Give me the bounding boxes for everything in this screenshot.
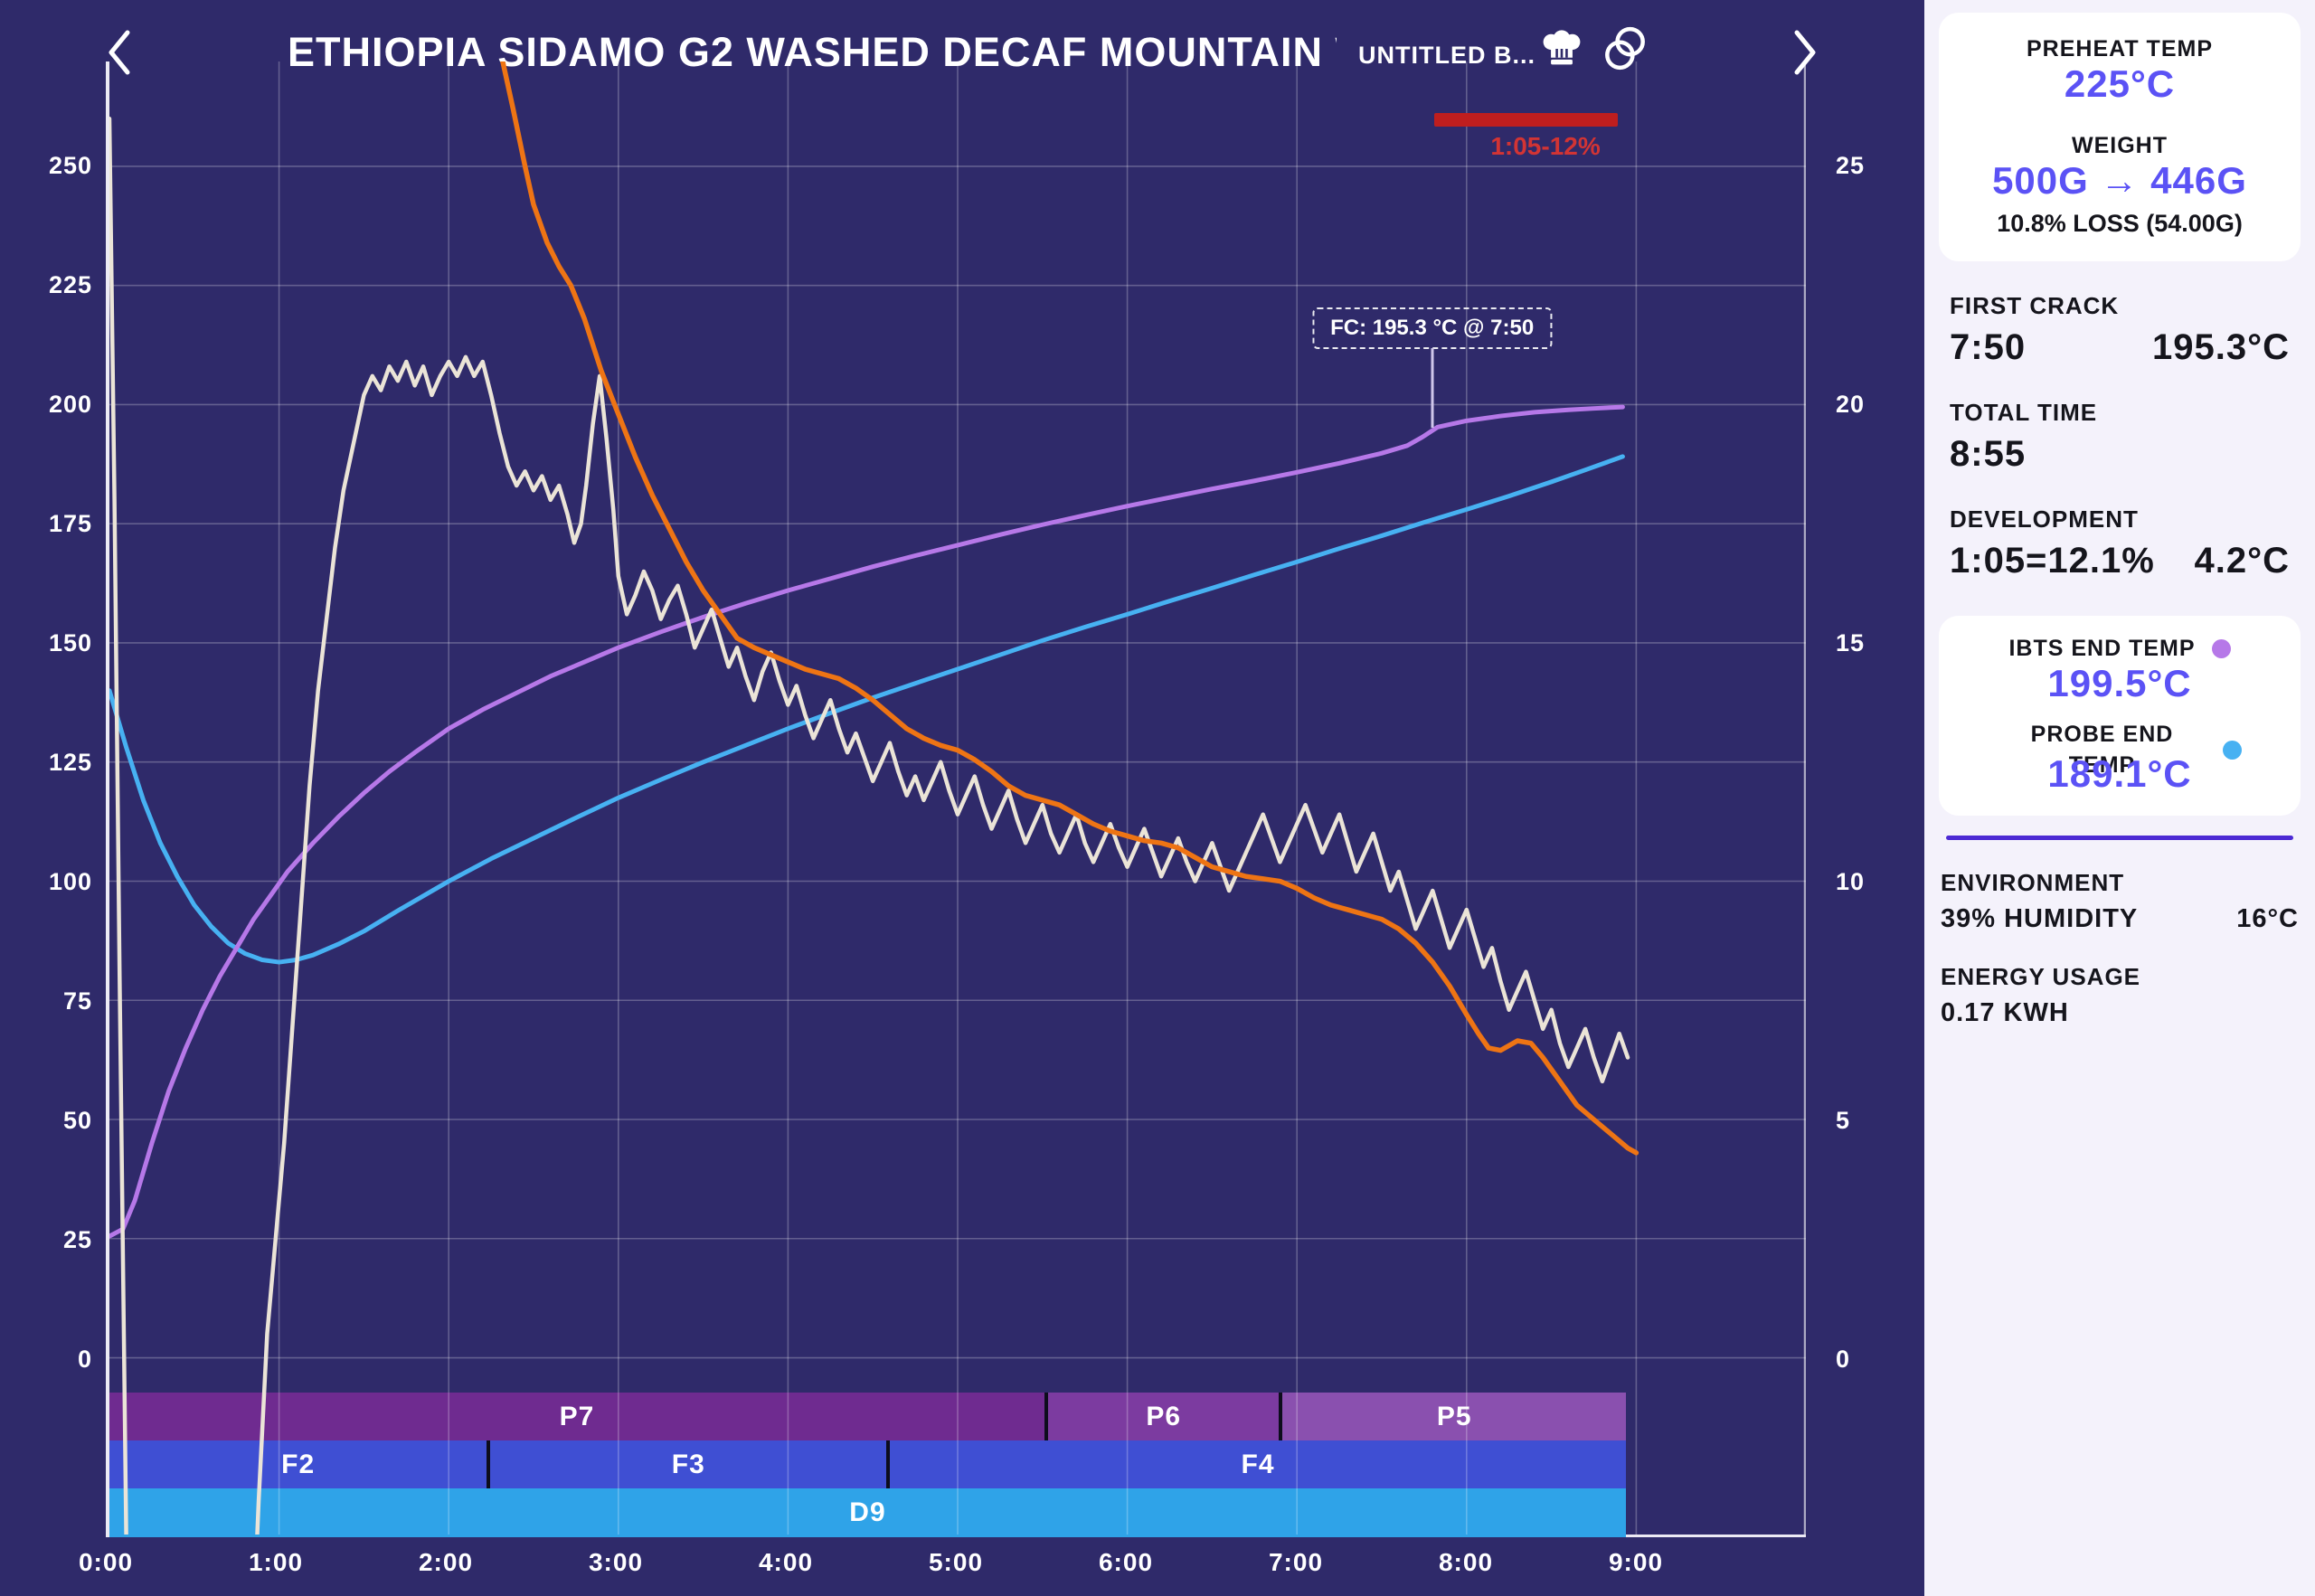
development-phase-bar: [1433, 113, 1618, 127]
time-axis-tick: 0:00: [78, 1548, 134, 1576]
development-temp: 4.2°C: [2194, 541, 2290, 581]
weight-loss: 10.8% LOSS (54.00G): [1997, 210, 2243, 237]
right-axis-tick: 25: [1836, 152, 1866, 180]
development-label: DEVELOPMENT: [1950, 505, 2139, 533]
preheat-weight-card: PREHEAT TEMP 225°C WEIGHT 500G → 446G 10…: [1939, 13, 2301, 261]
time-axis-tick: 3:00: [588, 1548, 644, 1576]
left-axis-tick: 150: [48, 629, 92, 657]
time-axis-tick: 6:00: [1098, 1548, 1154, 1576]
roast-chart-region: ETHIOPIA SIDAMO G2 WASHED DECAF MOUNTAIN…: [0, 0, 1924, 1576]
chef-hat-icon: [1538, 29, 1585, 75]
recipe-button[interactable]: [1534, 22, 1590, 78]
left-axis-tick: 75: [62, 987, 92, 1015]
first-crack-temp: 195.3°C: [2152, 327, 2290, 367]
left-axis-tick: 100: [48, 868, 92, 896]
energy-value: 0.17 KWH: [1941, 997, 2069, 1027]
left-axis-tick: 200: [48, 391, 92, 419]
total-time-value: 8:55: [1950, 434, 2027, 474]
weight-value: 500G → 446G: [1992, 159, 2247, 202]
left-axis-tick: 25: [62, 1226, 92, 1254]
chevron-left-icon: [104, 30, 135, 80]
fan-phase-label: F2: [281, 1449, 316, 1479]
time-axis-tick: 9:00: [1608, 1548, 1664, 1576]
back-button[interactable]: [94, 24, 145, 83]
right-axis-tick: 20: [1836, 391, 1866, 419]
overlapping-circles-icon: [1601, 26, 1649, 76]
phase-bars-layer: P7 P6 P5 F2 F3 F4 D9: [109, 61, 1806, 1537]
power-phase-segment: P5: [1279, 1393, 1626, 1440]
fan-phase-segment: F2: [109, 1440, 487, 1488]
roast-stats: FIRST CRACK 7:50 195.3°C TOTAL TIME 8:55…: [1939, 292, 2301, 581]
end-temps-card: IBTS END TEMP 199.5°C PROBE END TEMP 189…: [1939, 616, 2301, 816]
preheat-label: PREHEAT TEMP: [2027, 36, 2213, 61]
time-axis-tick: 5:00: [928, 1548, 984, 1576]
roast-title: ETHIOPIA SIDAMO G2 WASHED DECAF MOUNTAIN…: [288, 29, 1337, 75]
power-phase-segment: P7: [109, 1393, 1044, 1440]
fan-phase-label: F4: [1241, 1449, 1275, 1479]
first-crack-label: FIRST CRACK: [1950, 292, 2120, 319]
fan-phase-segment: F4: [886, 1440, 1626, 1488]
weight-label: WEIGHT: [2072, 133, 2168, 158]
time-axis-tick: 2:00: [418, 1548, 474, 1576]
drum-phase-segment: D9: [109, 1488, 1626, 1537]
first-crack-text: FC: 195.3 °C @ 7:50: [1330, 316, 1535, 340]
time-axis-tick: 8:00: [1438, 1548, 1494, 1576]
sidebar-divider: [1946, 835, 2293, 840]
right-axis-tick: 10: [1836, 868, 1866, 896]
chart-canvas: [109, 61, 1806, 1535]
chevron-right-icon: [1790, 30, 1820, 80]
ibts-end-label: IBTS END TEMP: [2008, 636, 2196, 661]
time-axis-tick: 4:00: [758, 1548, 814, 1576]
right-axis-tick: 5: [1836, 1107, 1851, 1135]
ibts-end-value: 199.5°C: [2047, 662, 2192, 704]
roast-summary-sidebar: PREHEAT TEMP 225°C WEIGHT 500G → 446G 10…: [1924, 0, 2315, 1596]
drum-phase-label: D9: [849, 1497, 886, 1527]
humidity-value: 39% HUMIDITY: [1941, 903, 2139, 933]
ibts-series-dot-icon: [2211, 639, 2231, 658]
time-axis-tick: 7:00: [1268, 1548, 1324, 1576]
left-axis-tick: 250: [48, 152, 92, 180]
development-phase-label: 1:05-12%: [1490, 132, 1601, 160]
first-crack-annotation[interactable]: FC: 195.3 °C @ 7:50: [1312, 307, 1553, 349]
left-axis-tick: 225: [48, 271, 92, 299]
left-axis-tick: 175: [48, 510, 92, 538]
first-crack-marker-line: [1431, 348, 1434, 428]
first-crack-time: 7:50: [1950, 327, 2027, 367]
total-time-label: TOTAL TIME: [1950, 399, 2098, 426]
ambient-temp-value: 16°C: [2236, 903, 2299, 933]
power-phase-segment: P6: [1044, 1393, 1280, 1440]
left-axis-tick: 125: [48, 749, 92, 777]
ibts-ror-curve: [500, 61, 1639, 1156]
probe-end-value: 189.1°C: [2047, 751, 2192, 795]
curves-overlay-button[interactable]: [1597, 22, 1653, 78]
time-axis-tick: 1:00: [248, 1548, 304, 1576]
roast-plot: P7 P6 P5 F2 F3 F4 D9 1:05-12% FC: 195.3 °C @ 7…: [106, 61, 1806, 1537]
development-value: 1:05=12.1%: [1950, 541, 2155, 581]
probe-ror-curve: [109, 117, 1630, 1535]
probe-series-dot-icon: [2222, 741, 2242, 760]
power-phase-label: P7: [559, 1401, 595, 1431]
header: ETHIOPIA SIDAMO G2 WASHED DECAF MOUNTAIN…: [0, 0, 1924, 101]
fan-phase-segment: F3: [487, 1440, 887, 1488]
power-phase-label: P6: [1146, 1401, 1182, 1431]
probe-temp-curve: [109, 454, 1625, 965]
right-axis-tick: 0: [1836, 1346, 1851, 1374]
power-phase-label: P5: [1436, 1401, 1472, 1431]
left-axis-tick: 50: [62, 1107, 92, 1135]
forward-button[interactable]: [1780, 24, 1830, 83]
left-axis-tick: 0: [77, 1346, 92, 1374]
environment-label: ENVIRONMENT: [1941, 868, 2125, 896]
fan-phase-label: F3: [671, 1449, 705, 1479]
right-axis-tick: 15: [1836, 629, 1866, 657]
preheat-value: 225°C: [2064, 62, 2176, 105]
probe-end-label: PROBE END TEMP: [2030, 722, 2174, 778]
energy-label: ENERGY USAGE: [1941, 962, 2141, 990]
ibts-temp-curve: [109, 404, 1625, 1239]
bean-link[interactable]: UNTITLED B...: [1358, 42, 1535, 69]
